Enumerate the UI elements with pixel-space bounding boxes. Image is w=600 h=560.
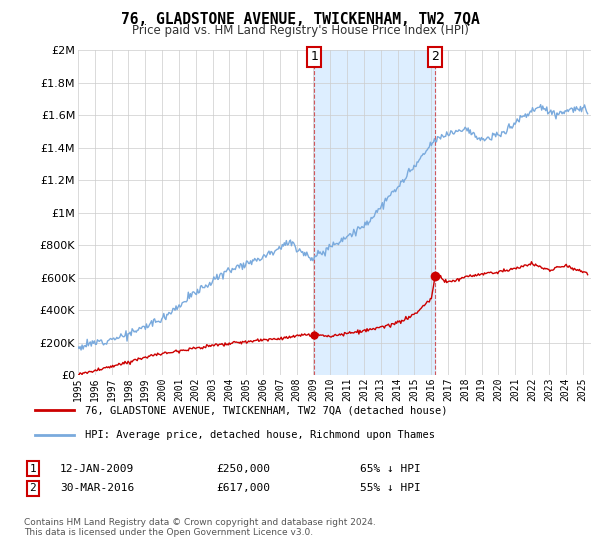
Text: 1: 1: [29, 464, 37, 474]
Text: Price paid vs. HM Land Registry's House Price Index (HPI): Price paid vs. HM Land Registry's House …: [131, 24, 469, 37]
Text: 76, GLADSTONE AVENUE, TWICKENHAM, TW2 7QA: 76, GLADSTONE AVENUE, TWICKENHAM, TW2 7Q…: [121, 12, 479, 27]
Text: 2: 2: [431, 50, 439, 63]
Text: 65% ↓ HPI: 65% ↓ HPI: [360, 464, 421, 474]
Bar: [314, 50, 436, 375]
Text: 12-JAN-2009: 12-JAN-2009: [60, 464, 134, 474]
Text: 55% ↓ HPI: 55% ↓ HPI: [360, 483, 421, 493]
Text: 1: 1: [310, 50, 318, 63]
Text: £617,000: £617,000: [216, 483, 270, 493]
Text: £250,000: £250,000: [216, 464, 270, 474]
Text: Contains HM Land Registry data © Crown copyright and database right 2024.
This d: Contains HM Land Registry data © Crown c…: [24, 518, 376, 538]
Text: 2: 2: [29, 483, 37, 493]
Text: 30-MAR-2016: 30-MAR-2016: [60, 483, 134, 493]
Text: HPI: Average price, detached house, Richmond upon Thames: HPI: Average price, detached house, Rich…: [85, 430, 435, 440]
Text: 76, GLADSTONE AVENUE, TWICKENHAM, TW2 7QA (detached house): 76, GLADSTONE AVENUE, TWICKENHAM, TW2 7Q…: [85, 405, 447, 416]
